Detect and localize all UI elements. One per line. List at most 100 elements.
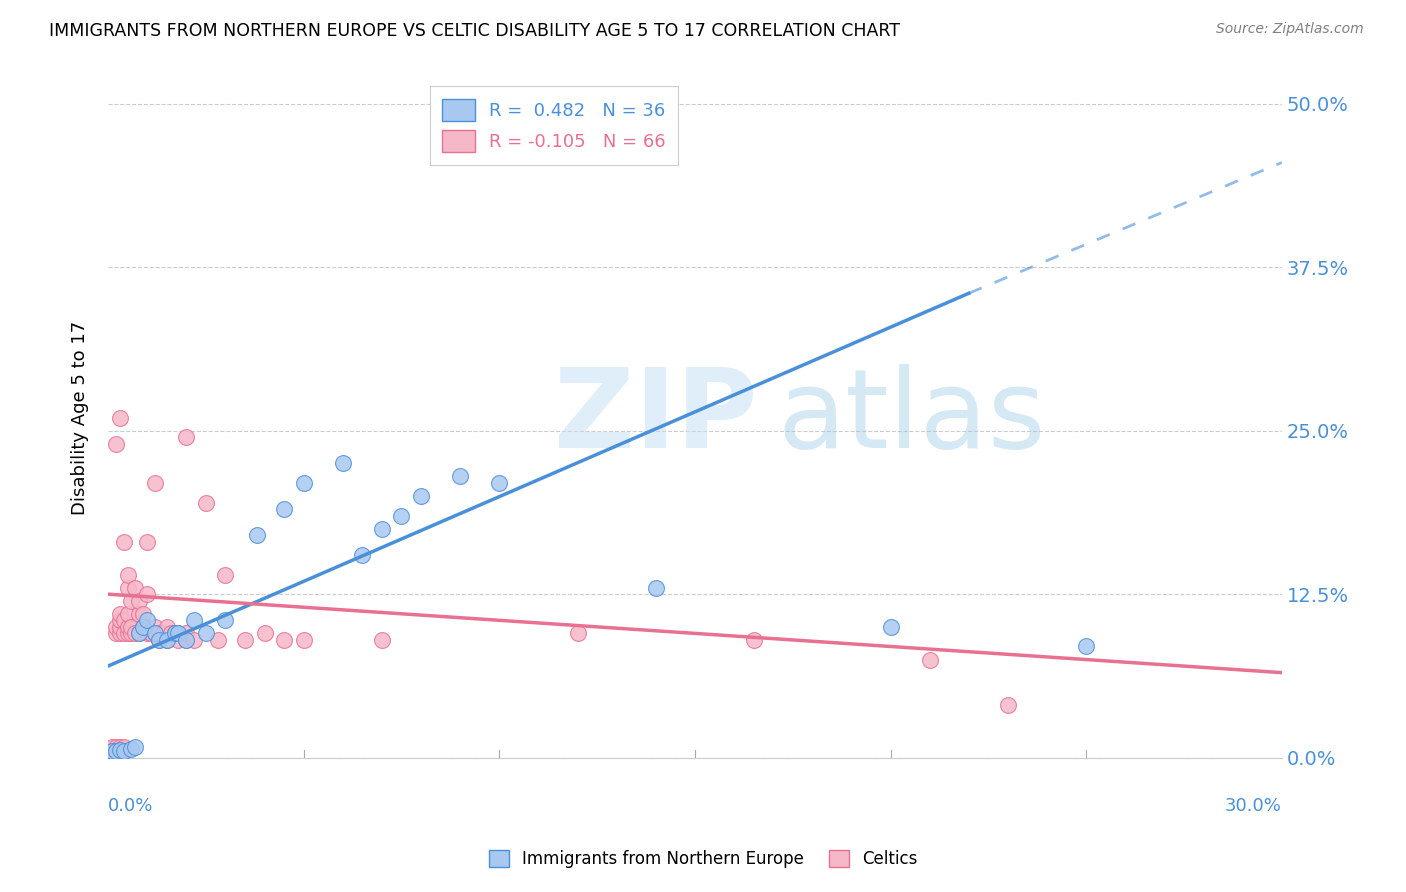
Point [143,626,166,640]
Point [1076,640,1098,654]
Point [117,581,139,595]
Point [112,744,135,758]
Text: Source: ZipAtlas.com: Source: ZipAtlas.com [1216,22,1364,37]
Point [124,581,146,595]
Point [163,626,186,640]
Point [108,620,131,634]
Point [159,626,181,640]
Point [194,626,217,640]
Point [128,626,150,640]
Point [918,652,941,666]
Legend: Immigrants from Northern Europe, Celtics: Immigrants from Northern Europe, Celtics [482,843,924,875]
Point [136,587,159,601]
Point [104,740,127,755]
Point [488,475,510,490]
Text: 30.0%: 30.0% [1225,797,1282,814]
Point [292,632,315,647]
Text: ZIP: ZIP [554,364,758,471]
Point [332,456,354,470]
Point [132,620,155,634]
Point [207,632,229,647]
Point [117,607,139,621]
Point [167,632,190,647]
Point [121,593,143,607]
Point [273,502,295,516]
Point [148,626,170,640]
Point [117,567,139,582]
Point [174,632,197,647]
Point [121,626,143,640]
Point [101,744,124,758]
Point [143,626,166,640]
Point [214,613,236,627]
Point [371,632,394,647]
Point [143,475,166,490]
Point [156,620,179,634]
Point [101,740,124,755]
Point [108,626,131,640]
Y-axis label: Disability Age 5 to 17: Disability Age 5 to 17 [72,320,89,515]
Point [143,620,166,634]
Point [108,743,131,757]
Point [183,613,205,627]
Point [167,626,190,640]
Point [148,632,170,647]
Point [117,620,139,634]
Point [112,626,135,640]
Point [148,632,170,647]
Point [429,103,451,117]
Point [112,613,135,627]
Point [128,626,150,640]
Point [104,744,127,758]
Point [112,534,135,549]
Point [183,632,205,647]
Point [128,593,150,607]
Point [292,475,315,490]
Point [136,626,159,640]
Point [104,620,127,634]
Point [121,741,143,756]
Point [156,632,179,647]
Point [104,743,127,757]
Point [246,528,269,542]
Point [742,632,765,647]
Point [163,626,186,640]
Point [108,613,131,627]
Text: 0.0%: 0.0% [108,797,153,814]
Point [139,626,162,640]
Point [409,489,432,503]
Point [108,744,131,758]
Point [152,626,174,640]
Point [253,626,276,640]
Text: atlas: atlas [778,364,1046,471]
Point [352,548,374,562]
Point [997,698,1019,713]
Point [124,626,146,640]
Point [139,626,162,640]
Point [108,740,131,755]
Point [108,410,131,425]
Point [121,620,143,634]
Point [214,567,236,582]
Point [104,626,127,640]
Point [644,581,666,595]
Point [136,534,159,549]
Point [132,620,155,634]
Point [104,436,127,450]
Point [194,495,217,509]
Point [112,744,135,758]
Point [174,430,197,444]
Point [174,632,197,647]
Point [174,626,197,640]
Legend: R =  0.482   N = 36, R = -0.105   N = 66: R = 0.482 N = 36, R = -0.105 N = 66 [430,87,679,165]
Point [124,740,146,755]
Text: IMMIGRANTS FROM NORTHERN EUROPE VS CELTIC DISABILITY AGE 5 TO 17 CORRELATION CHA: IMMIGRANTS FROM NORTHERN EUROPE VS CELTI… [49,22,900,40]
Point [233,632,256,647]
Point [136,613,159,627]
Point [167,626,190,640]
Point [132,607,155,621]
Point [156,632,179,647]
Point [117,626,139,640]
Point [128,607,150,621]
Point [101,744,124,758]
